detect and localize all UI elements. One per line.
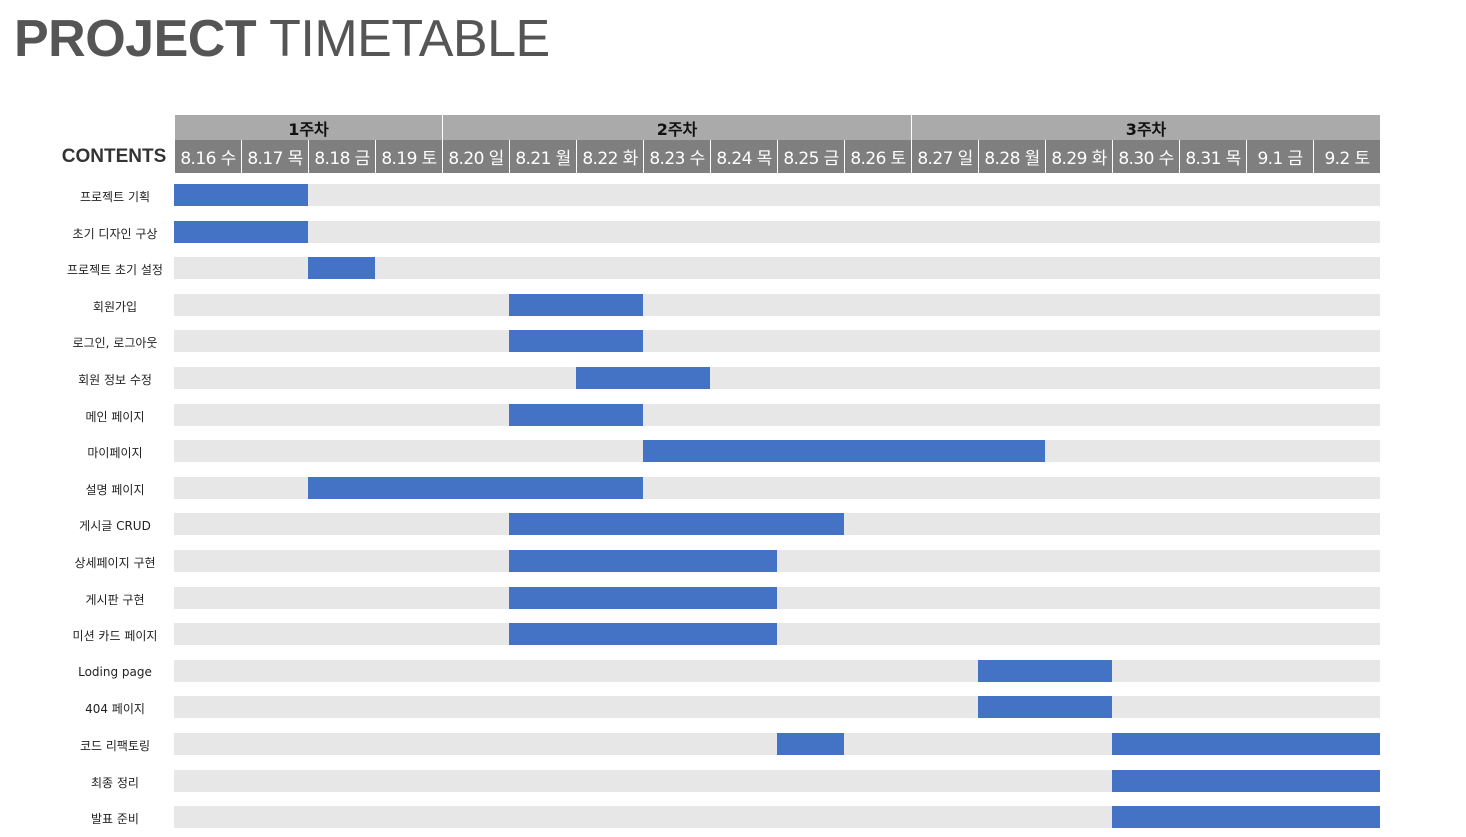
- task-row-background: [174, 806, 1380, 828]
- page-title-bold: PROJECT: [14, 10, 257, 68]
- day-header: 8.25 금: [777, 140, 844, 173]
- page-title-light: TIMETABLE: [269, 10, 550, 68]
- task-label: Loding page: [78, 665, 152, 679]
- day-header: 8.24 목: [710, 140, 777, 173]
- day-header: 8.20 일: [442, 140, 509, 173]
- day-header: 8.31 목: [1179, 140, 1246, 173]
- task-row-background: [174, 587, 1380, 609]
- day-header: 8.23 수: [643, 140, 710, 173]
- task-bar: [509, 404, 643, 426]
- task-row-background: [174, 221, 1380, 243]
- task-label: 프로젝트 초기 설정: [67, 262, 163, 277]
- task-label: 미션 카드 페이지: [72, 628, 158, 643]
- contents-header: CONTENTS: [61, 145, 167, 167]
- task-row-background: [174, 184, 1380, 206]
- task-label: 메인 페이지: [85, 409, 145, 424]
- day-header: 8.18 금: [308, 140, 375, 173]
- task-bar: [509, 623, 777, 645]
- day-header: 8.22 화: [576, 140, 643, 173]
- task-bar: [509, 513, 844, 535]
- task-label: 회원 정보 수정: [78, 372, 152, 387]
- day-header: 8.28 월: [978, 140, 1045, 173]
- task-row-background: [174, 330, 1380, 352]
- task-bar: [777, 733, 844, 755]
- task-label: 최종 정리: [91, 775, 139, 790]
- task-bar: [509, 587, 777, 609]
- task-row-background: [174, 770, 1380, 792]
- task-bar: [174, 184, 308, 206]
- task-label: 게시판 구현: [85, 592, 145, 607]
- task-row-background: [174, 404, 1380, 426]
- task-row-background: [174, 623, 1380, 645]
- day-header: 8.16 수: [174, 140, 241, 173]
- task-label: 상세페이지 구현: [74, 555, 156, 570]
- page-title: PROJECT TIMETABLE: [14, 8, 550, 70]
- task-row-background: [174, 367, 1380, 389]
- task-label: 회원가입: [92, 299, 138, 314]
- day-header: 9.2 토: [1313, 140, 1380, 173]
- task-bar: [643, 440, 1045, 462]
- day-header: 8.27 일: [911, 140, 978, 173]
- task-row-background: [174, 660, 1380, 682]
- week-header: 3주차: [911, 115, 1380, 140]
- day-header: 8.21 월: [509, 140, 576, 173]
- week-header: 2주차: [442, 115, 911, 140]
- task-bar: [978, 696, 1112, 718]
- task-label: 마이페이지: [87, 445, 143, 460]
- task-label: 설명 페이지: [85, 482, 145, 497]
- task-label: 404 페이지: [85, 701, 145, 716]
- task-bar: [978, 660, 1112, 682]
- task-label: 초기 디자인 구상: [72, 226, 158, 241]
- task-row-background: [174, 294, 1380, 316]
- task-row-background: [174, 550, 1380, 572]
- task-bar: [1112, 770, 1380, 792]
- task-label: 발표 준비: [91, 811, 139, 826]
- task-bar: [174, 221, 308, 243]
- task-label: 코드 리팩토링: [79, 738, 151, 753]
- day-header: 9.1 금: [1246, 140, 1313, 173]
- day-header: 8.19 토: [375, 140, 442, 173]
- task-label: 로그인, 로그아웃: [72, 335, 158, 350]
- task-row-background: [174, 696, 1380, 718]
- task-bar: [509, 330, 643, 352]
- task-bar: [1112, 806, 1380, 828]
- task-bar: [509, 550, 777, 572]
- task-bar: [509, 294, 643, 316]
- day-header: 8.30 수: [1112, 140, 1179, 173]
- task-label: 프로젝트 기획: [79, 189, 151, 204]
- task-row-background: [174, 257, 1380, 279]
- day-header: 8.26 토: [844, 140, 911, 173]
- task-bar: [1112, 733, 1380, 755]
- week-header: 1주차: [174, 115, 442, 140]
- task-bar: [576, 367, 710, 389]
- day-header: 8.17 목: [241, 140, 308, 173]
- task-label: 게시글 CRUD: [79, 518, 151, 533]
- task-bar: [308, 477, 643, 499]
- day-header: 8.29 화: [1045, 140, 1112, 173]
- task-bar: [308, 257, 375, 279]
